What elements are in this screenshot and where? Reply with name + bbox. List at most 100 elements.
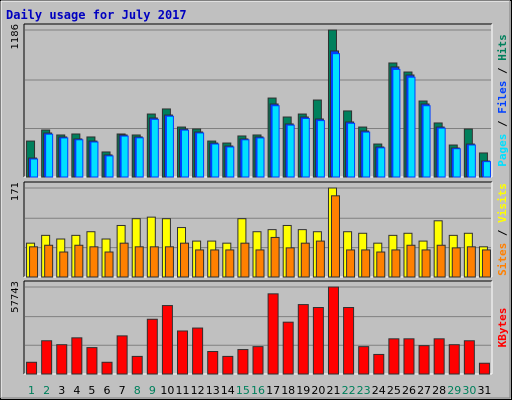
x-tick-label: 22 [342,384,356,397]
bar [373,353,385,375]
bar [211,143,220,178]
x-tick-label: 18 [281,384,295,397]
bar [422,105,431,178]
x-tick-label: 2 [43,384,50,397]
bar [60,137,69,178]
bar [286,124,295,178]
bar [327,286,339,375]
legend-entry: Pages [496,134,509,167]
bar [361,249,371,278]
x-tick-label: 23 [357,384,371,397]
x-tick-label: 25 [387,384,401,397]
x-tick-label: 27 [417,384,431,397]
legend-entry: Files [496,81,509,114]
legend: KBytes [496,308,509,348]
x-tick-label: 16 [251,384,265,397]
x-tick-label: 10 [160,384,174,397]
legend-entry: Sites [496,243,509,276]
x-tick-label: 6 [104,384,111,397]
bar [225,249,235,278]
y-tick-label: 171 [10,182,21,201]
x-tick-label: 29 [447,384,461,397]
x-tick-label: 26 [402,384,416,397]
bar [315,240,325,278]
bar [463,340,475,375]
x-tick-label: 24 [372,384,386,397]
bar [406,244,416,278]
bar [71,337,83,375]
bar [240,242,250,278]
bar [270,236,280,278]
x-tick-label: 30 [462,384,476,397]
bar [150,118,159,178]
bar [346,249,356,278]
bar [481,249,491,278]
bar [192,327,204,375]
x-tick-label: 31 [477,384,491,397]
bar [135,137,144,178]
x-tick-label: 5 [88,384,95,397]
bar [180,242,190,278]
bar [255,249,265,278]
bar [452,148,461,178]
bar [376,251,386,278]
x-tick-label: 8 [134,384,141,397]
bar [301,117,310,178]
x-tick-label: 17 [266,384,280,397]
bar [388,338,400,375]
x-tick-label: 28 [432,384,446,397]
bar [177,330,189,375]
bar [466,246,476,278]
bar [30,158,39,178]
bar [392,68,401,178]
bar [161,305,173,375]
bar [86,347,98,375]
bar [101,361,113,375]
bar [407,76,416,178]
bar [241,139,250,178]
legend-entry: Visits [496,183,509,223]
bar [448,344,460,375]
bar [343,307,355,375]
bar [467,144,476,178]
bar [391,249,401,278]
bar [478,362,490,375]
x-tick-label: 7 [119,384,126,397]
bar [271,105,280,178]
x-tick-label: 14 [221,384,235,397]
x-tick-label: 9 [149,384,156,397]
bar [210,249,220,278]
x-tick-label: 4 [73,384,80,397]
x-tick-label: 1 [28,384,35,397]
bar [29,246,39,278]
bar [56,344,68,375]
bar [377,147,386,178]
bar [207,351,219,375]
x-tick-label: 20 [311,384,325,397]
bar [105,155,114,178]
legend-separator: / [496,61,509,81]
bar [164,246,174,278]
bar [120,135,129,178]
bar [312,307,324,375]
bar [297,304,309,375]
bar [433,338,445,375]
x-tick-label: 12 [191,384,205,397]
bar [282,321,294,375]
bar [104,251,114,278]
bar [196,132,205,178]
legend: Pages / Files / Hits [496,34,509,167]
bar [482,161,491,178]
chart-title: Daily usage for July 2017 [6,8,187,22]
x-tick-label: 13 [206,384,220,397]
bar [285,247,295,278]
bar [316,120,325,178]
bar [26,361,38,375]
x-tick-label: 21 [326,384,340,397]
bar [59,251,69,278]
bar [146,318,158,375]
bar [362,131,371,178]
bar [195,249,205,278]
bar [75,139,84,178]
